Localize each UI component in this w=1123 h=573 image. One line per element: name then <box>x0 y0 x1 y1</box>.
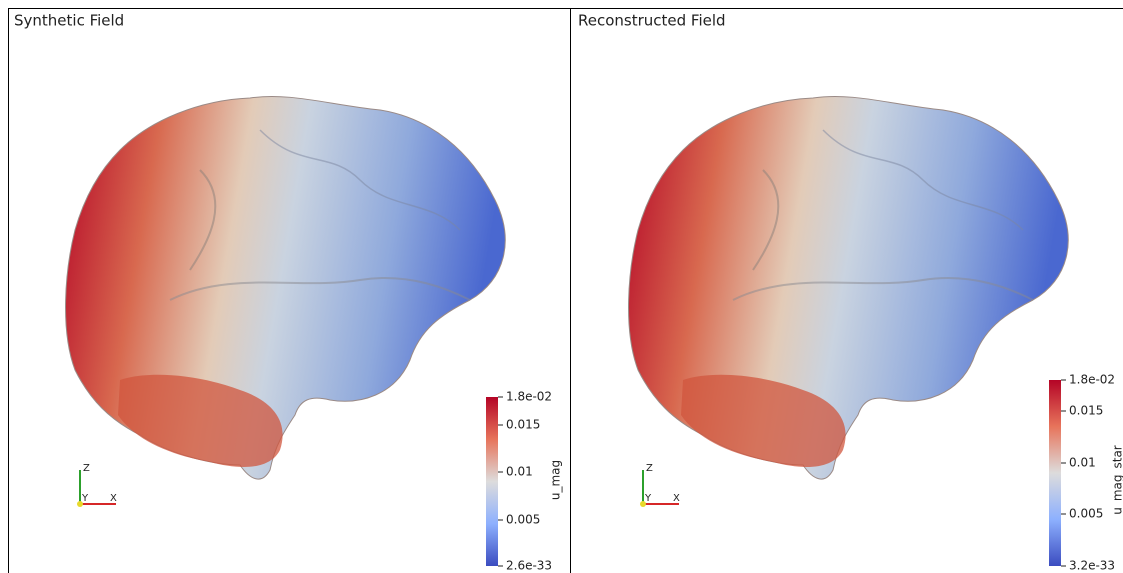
viewer: Synthetic Field 1.8e-02 0.015 0.01 0.005 2.6e… <box>0 0 1123 573</box>
colorbar-tick-label: 0.005 <box>1069 507 1103 521</box>
axis-y-label: Y <box>644 493 652 504</box>
colorbar <box>1049 380 1061 566</box>
colorbar-tick-label: 1.8e-02 <box>506 390 552 404</box>
brain-render <box>629 96 1069 479</box>
axis-z-label: Z <box>83 463 90 474</box>
colorbar-tick-label: 0.01 <box>1069 456 1096 470</box>
colorbar-title: u_mag <box>549 460 563 500</box>
axis-x-label: X <box>110 493 117 504</box>
colorbar-tick-label: 1.8e-02 <box>1069 373 1115 387</box>
colorbar <box>486 397 498 566</box>
panel-title: Synthetic Field <box>14 12 124 30</box>
colorbar-tick-label: 0.015 <box>1069 404 1103 418</box>
brain-render <box>66 96 506 479</box>
colorbar-tick-label: 0.005 <box>506 513 540 527</box>
axis-x-label: X <box>673 493 680 504</box>
panel-title: Reconstructed Field <box>578 12 726 30</box>
colorbar-title: u_mag_star <box>1111 445 1123 515</box>
colorbar-tick-label: 0.015 <box>506 418 540 432</box>
colorbar-tick-label: 2.6e-33 <box>506 559 552 573</box>
colorbar-tick-label: 3.2e-33 <box>1069 559 1115 573</box>
axis-y-label: Y <box>81 493 89 504</box>
axis-z-label: Z <box>646 463 653 474</box>
colorbar-tick-label: 0.01 <box>506 465 533 479</box>
